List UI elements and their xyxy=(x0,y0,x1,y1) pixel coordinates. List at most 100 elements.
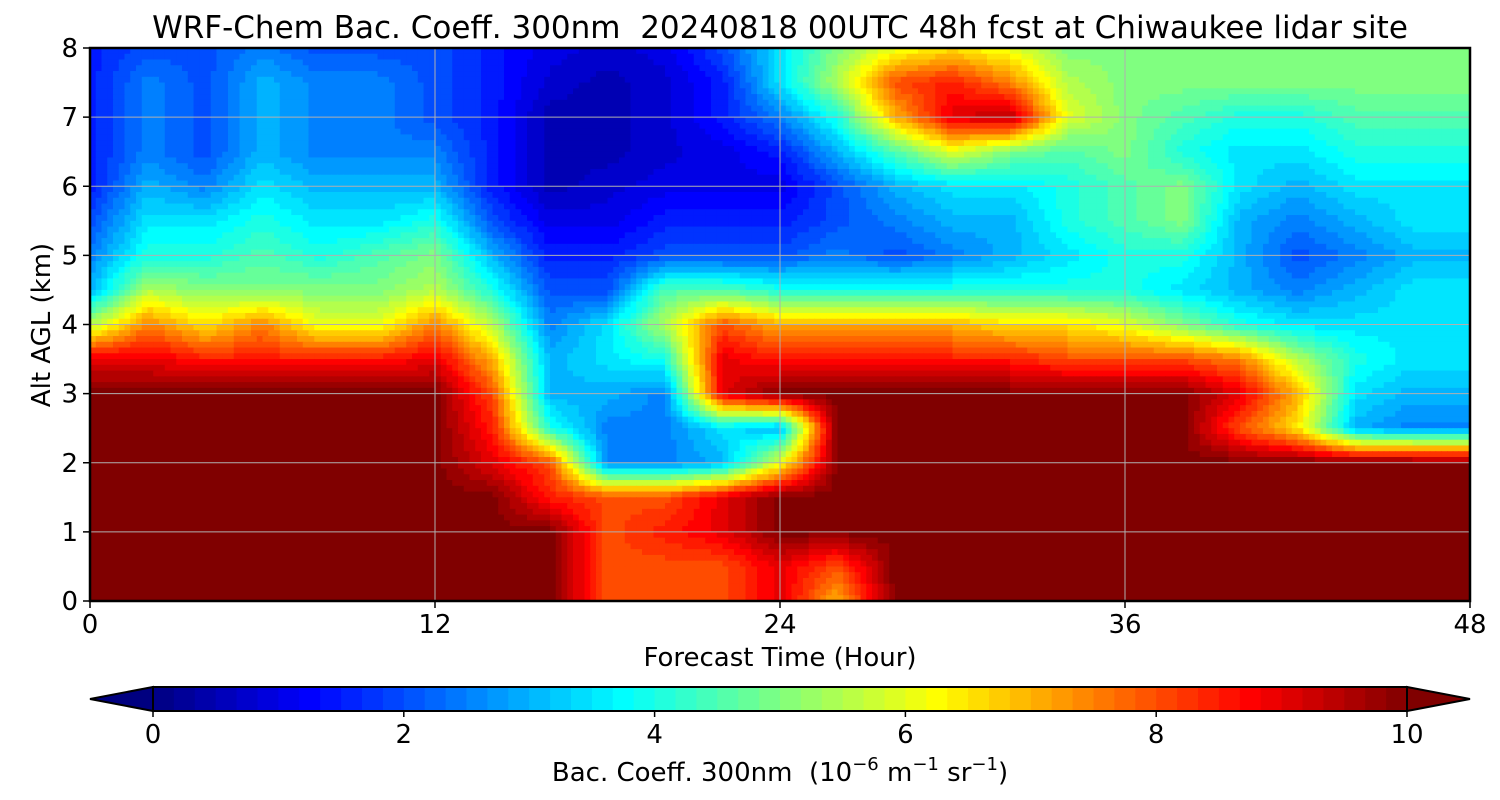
contour-cell xyxy=(1321,65,1327,71)
contour-cell xyxy=(918,71,924,77)
contour-cell xyxy=(447,65,453,71)
contour-cell xyxy=(142,83,148,89)
contour-cell xyxy=(797,77,803,83)
contour-cell xyxy=(1424,77,1430,83)
contour-cell xyxy=(659,60,665,66)
contour-cell xyxy=(107,54,113,60)
contour-cell xyxy=(1401,65,1407,71)
contour-cell xyxy=(1217,60,1223,66)
contour-cell xyxy=(291,60,297,66)
contour-cell xyxy=(372,71,378,77)
contour-cell xyxy=(286,83,292,89)
contour-cell xyxy=(1010,71,1016,77)
contour-cell xyxy=(820,65,826,71)
contour-cell xyxy=(194,83,200,89)
contour-cell xyxy=(895,54,901,60)
contour-cell xyxy=(268,54,274,60)
contour-cell xyxy=(1384,71,1390,77)
contour-cell xyxy=(1234,77,1240,83)
contour-cell xyxy=(1280,71,1286,77)
contour-cell xyxy=(1148,77,1154,83)
contour-cell xyxy=(234,65,240,71)
contour-cell xyxy=(240,65,246,71)
contour-cell xyxy=(1027,83,1033,89)
contour-cell xyxy=(1171,54,1177,60)
contour-cell xyxy=(585,77,591,83)
contour-cell xyxy=(383,77,389,83)
contour-cell xyxy=(142,54,148,60)
contour-cell xyxy=(1326,71,1332,77)
contour-cell xyxy=(924,71,930,77)
contour-cell xyxy=(625,65,631,71)
contour-cell xyxy=(786,77,792,83)
contour-cell xyxy=(1344,60,1350,66)
contour-cell xyxy=(832,71,838,77)
contour-cell xyxy=(544,65,550,71)
contour-cell xyxy=(337,71,343,77)
contour-cell xyxy=(211,77,217,83)
contour-cell xyxy=(895,83,901,89)
contour-cell xyxy=(1079,83,1085,89)
contour-cell xyxy=(1125,83,1131,89)
contour-cell xyxy=(1171,71,1177,77)
contour-cell xyxy=(1010,65,1016,71)
contour-cell xyxy=(1447,54,1453,60)
contour-cell xyxy=(544,54,550,60)
contour-cell xyxy=(751,65,757,71)
contour-cell xyxy=(539,60,545,66)
contour-cell xyxy=(1315,60,1321,66)
contour-cell xyxy=(452,77,458,83)
contour-cell xyxy=(1286,65,1292,71)
contour-cell xyxy=(263,71,269,77)
contour-cell xyxy=(504,65,510,71)
contour-cell xyxy=(1085,83,1091,89)
contour-cell xyxy=(717,65,723,71)
contour-cell xyxy=(688,54,694,60)
contour-cell xyxy=(717,71,723,77)
contour-cell xyxy=(314,83,320,89)
contour-cell xyxy=(1459,77,1465,83)
contour-cell xyxy=(228,60,234,66)
contour-cell xyxy=(1171,83,1177,89)
contour-cell xyxy=(861,71,867,77)
contour-cell xyxy=(1154,77,1160,83)
contour-cell xyxy=(1102,77,1108,83)
contour-cell xyxy=(1165,60,1171,66)
contour-cell xyxy=(447,60,453,66)
contour-cell xyxy=(659,54,665,60)
contour-cell xyxy=(205,83,211,89)
contour-cell xyxy=(107,83,113,89)
contour-cell xyxy=(797,54,803,60)
contour-cell xyxy=(820,60,826,66)
contour-cell xyxy=(1079,54,1085,60)
contour-cell xyxy=(1344,65,1350,71)
contour-cell xyxy=(521,71,527,77)
contour-cell xyxy=(1332,71,1338,77)
contour-cell xyxy=(941,60,947,66)
contour-cell xyxy=(245,54,251,60)
contour-cell xyxy=(263,54,269,60)
contour-cell xyxy=(1068,77,1074,83)
contour-cell xyxy=(1027,60,1033,66)
contour-cell xyxy=(136,77,142,83)
contour-cell xyxy=(119,65,125,71)
contour-cell xyxy=(1016,77,1022,83)
contour-cell xyxy=(757,77,763,83)
contour-cell xyxy=(671,83,677,89)
contour-cell xyxy=(1091,71,1097,77)
contour-cell xyxy=(205,65,211,71)
contour-cell xyxy=(740,77,746,83)
contour-cell xyxy=(947,60,953,66)
contour-cell xyxy=(1263,65,1269,71)
contour-cell xyxy=(487,60,493,66)
contour-cell xyxy=(861,83,867,89)
contour-cell xyxy=(780,83,786,89)
contour-cell xyxy=(539,65,545,71)
contour-cell xyxy=(838,71,844,77)
contour-cell xyxy=(1436,60,1442,66)
contour-cell xyxy=(602,83,608,89)
contour-cell xyxy=(1309,77,1315,83)
contour-cell xyxy=(1303,71,1309,77)
contour-cell xyxy=(1217,77,1223,83)
contour-cell xyxy=(648,77,654,83)
